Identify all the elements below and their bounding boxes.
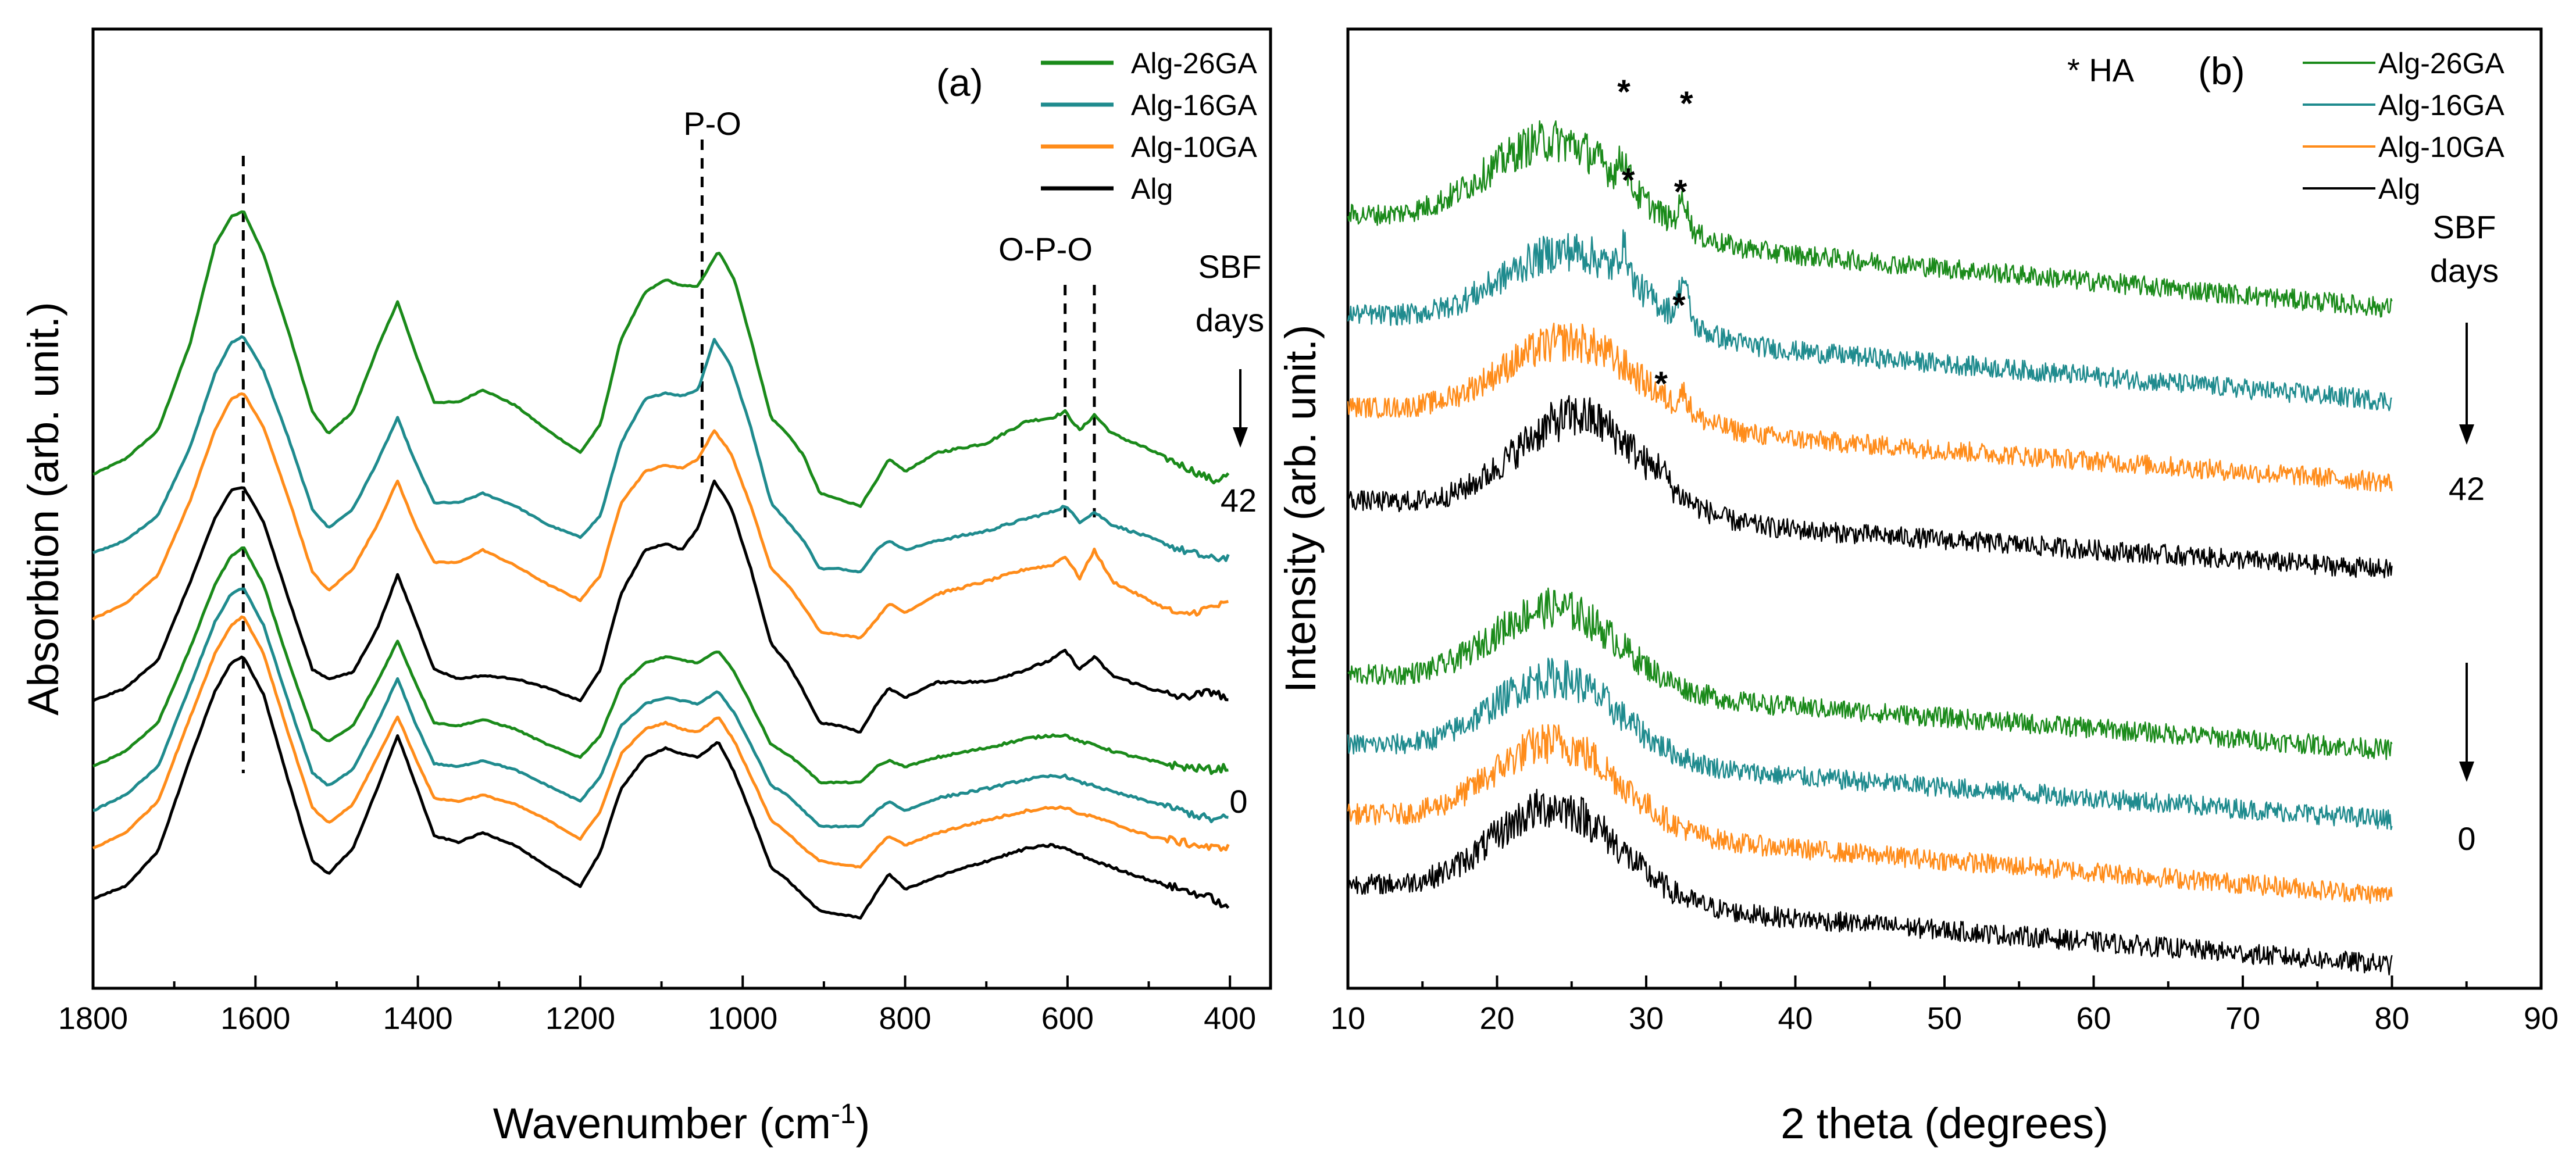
panel-b-trace-alg-day42	[1347, 395, 2393, 578]
panel-b-tick-label: 60	[2076, 1001, 2111, 1036]
panel-a-tick-label: 1800	[58, 1001, 128, 1036]
panel-b-day0-label: 0	[2457, 820, 2475, 857]
panel-b-label: (b)	[2198, 49, 2245, 92]
panel-b-legend-label: Alg-26GA	[2378, 47, 2504, 80]
panel-a-po-label: P-O	[683, 105, 741, 142]
panel-a-trace-alg-16ga-day42	[92, 335, 1230, 574]
panel-a-tick-label: 1400	[383, 1001, 453, 1036]
panel-b-legend: Alg-26GA Alg-16GA Alg-10GA Alg	[2303, 47, 2504, 205]
panel-b-ha-star: *	[1622, 162, 1635, 199]
panel-b-trace-alg-16ga-day0	[1347, 657, 2393, 830]
panel-b-trace-alg-26ga-day0	[1347, 587, 2393, 760]
panel-b-tick-label: 90	[2524, 1001, 2559, 1036]
panel-a-opo-label: O-P-O	[998, 231, 1093, 267]
panel-a-days-label: days	[1196, 302, 1264, 338]
panel-a-x-ticks: 1800 1600 1400 1200 1000 800 600 400	[58, 975, 1256, 1036]
panel-b-sbf-arrowhead-0	[2459, 762, 2474, 782]
panel-a-legend-label: Alg-16GA	[1131, 89, 1257, 121]
panel-a-legend-label: Alg-26GA	[1131, 47, 1257, 80]
panel-a-tick-label: 800	[879, 1001, 931, 1036]
panel-a-tick-label: 600	[1041, 1001, 1094, 1036]
panel-a-trace-alg-26ga-day0	[92, 546, 1229, 785]
panel-b-trace-alg-day0	[1347, 788, 2393, 975]
panel-b-traces	[1347, 120, 2393, 975]
panel-b-frame	[1346, 27, 2543, 990]
panel-a-x-axis-title: Wavenumber (cm-1)	[493, 1099, 870, 1148]
panel-b-legend-label: Alg	[2378, 173, 2420, 205]
panel-b-tick-label: 10	[1330, 1001, 1365, 1036]
panel-a-trace-alg-day0	[93, 655, 1230, 920]
panel-b-trace-alg-10ga-day42	[1347, 323, 2393, 492]
panel-b-x-ticks: 10 20 30 40 50 60 70 80 90	[1330, 975, 2559, 1036]
panel-a-trace-alg-16ga-day0	[92, 587, 1229, 829]
panel-a-legend-label: Alg-10GA	[1131, 131, 1257, 163]
panel-b-ha-legend: * HA	[2067, 52, 2135, 88]
panel-a-trace-alg-26ga-day42	[92, 210, 1230, 508]
panel-a-trace-alg-10ga-day42	[92, 392, 1229, 640]
panel-a-legend: Alg-26GA Alg-16GA Alg-10GA Alg	[1041, 47, 1257, 205]
panel-b-ha-stars: * * * * * *	[1617, 73, 1693, 403]
panel-a-traces	[92, 210, 1230, 920]
panel-a-day0-label: 0	[1229, 783, 1247, 820]
panel-b-tick-label: 30	[1629, 1001, 1664, 1036]
panel-b-tick-label: 80	[2374, 1001, 2409, 1036]
panel-b-tick-label: 70	[2225, 1001, 2260, 1036]
panel-b-tick-label: 20	[1479, 1001, 1514, 1036]
panel-a-ftir: 1800 1600 1400 1200 1000 800 600 400 Wavenumber…	[19, 27, 1272, 1148]
panel-a-marker-lines	[241, 140, 1096, 773]
panel-b-ha-star: *	[1680, 85, 1693, 123]
panel-b-ha-star: *	[1617, 73, 1630, 111]
panel-b-trace-alg-10ga-day0	[1347, 724, 2393, 904]
panel-b-legend-label: Alg-16GA	[2378, 89, 2504, 121]
panel-b-ha-star: *	[1654, 365, 1668, 403]
panel-b-xrd: 10 20 30 40 50 60 70 80 90 2 theta (degrees) Int…	[1276, 27, 2559, 1148]
panel-b-legend-label: Alg-10GA	[2378, 131, 2504, 163]
panel-b-days-label: days	[2430, 252, 2499, 289]
panel-a-y-axis-title: Absorbtion (arb. unit.)	[19, 302, 67, 716]
panel-b-y-axis-title: Intensity (arb. unit.)	[1276, 324, 1325, 692]
panel-a-tick-label: 1600	[220, 1001, 290, 1036]
panel-b-sbf-arrowhead-42	[2459, 424, 2474, 445]
panel-b-sbf-label: SBF	[2433, 209, 2496, 245]
panel-a-label: (a)	[936, 61, 983, 104]
panel-b-tick-label: 50	[1927, 1001, 1962, 1036]
panel-a-trace-alg-10ga-day0	[92, 615, 1230, 869]
panel-b-x-axis-title: 2 theta (degrees)	[1781, 1099, 2108, 1148]
panel-a-day42-label: 42	[1221, 482, 1257, 519]
panel-b-ha-star: *	[1674, 173, 1687, 211]
panel-a-frame	[91, 27, 1272, 990]
panel-b-trace-alg-16ga-day42	[1347, 229, 2392, 412]
panel-a-tick-label: 1000	[708, 1001, 777, 1036]
panel-b-day42-label: 42	[2449, 470, 2485, 507]
panel-a-sbf-arrowhead	[1233, 427, 1248, 448]
panel-a-trace-alg-day42	[92, 479, 1229, 734]
panel-a-tick-label: 400	[1204, 1001, 1256, 1036]
panel-b-tick-label: 40	[1778, 1001, 1813, 1036]
panel-b-trace-alg-26ga-day42	[1347, 120, 2393, 318]
panel-a-sbf-label: SBF	[1198, 248, 1262, 285]
panel-a-legend-label: Alg	[1131, 173, 1173, 205]
panel-b-ha-star: *	[1672, 287, 1686, 324]
panel-a-tick-label: 1200	[545, 1001, 615, 1036]
